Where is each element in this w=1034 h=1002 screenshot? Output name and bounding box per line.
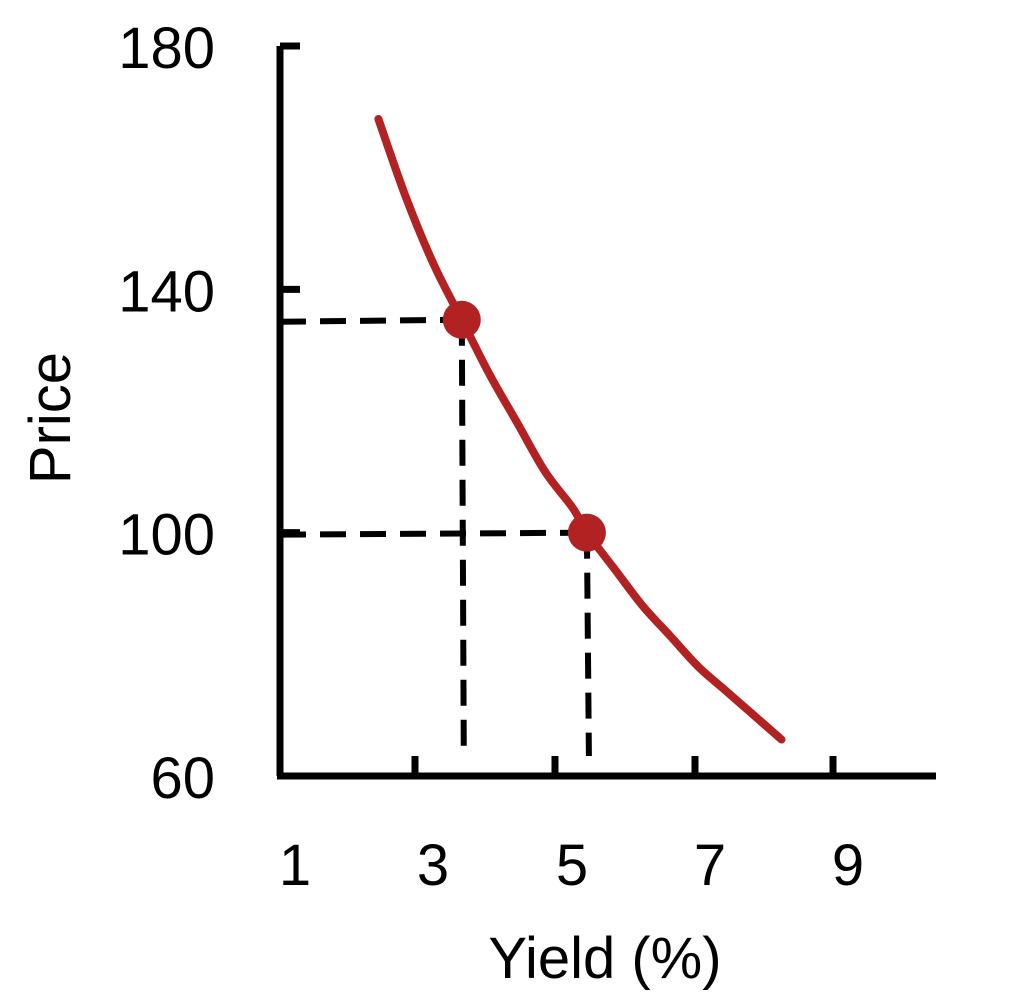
price-yield-curve-line (374, 115, 786, 744)
x-tick-label-3: 3 (417, 833, 449, 898)
highlight-point-1 (442, 300, 481, 339)
y-tick-label-100: 100 (118, 503, 215, 568)
y-tick-label-60: 60 (150, 746, 215, 811)
guide-lines (279, 316, 592, 757)
price-curve (374, 115, 786, 744)
x-axis-label: Yield (%) (488, 926, 721, 991)
v-guide-1 (458, 319, 467, 757)
axes (276, 42, 936, 780)
y-axis-label: Price (18, 352, 83, 484)
tick-labels: 1 3 5 7 9 60 100 140 180 (118, 16, 864, 898)
x-tick-label-7: 7 (694, 833, 726, 898)
x-tick-label-9: 9 (832, 833, 864, 898)
y-tick-label-180: 180 (118, 16, 215, 81)
v-guide-2 (583, 532, 592, 757)
h-guide-1 (279, 316, 462, 325)
h-guide-2 (279, 529, 587, 538)
highlight-point-2 (567, 513, 606, 552)
x-tick-label-1: 1 (279, 833, 311, 898)
x-tick-label-5: 5 (556, 833, 588, 898)
highlighted-points (442, 300, 606, 552)
y-tick-label-140: 140 (118, 259, 215, 324)
